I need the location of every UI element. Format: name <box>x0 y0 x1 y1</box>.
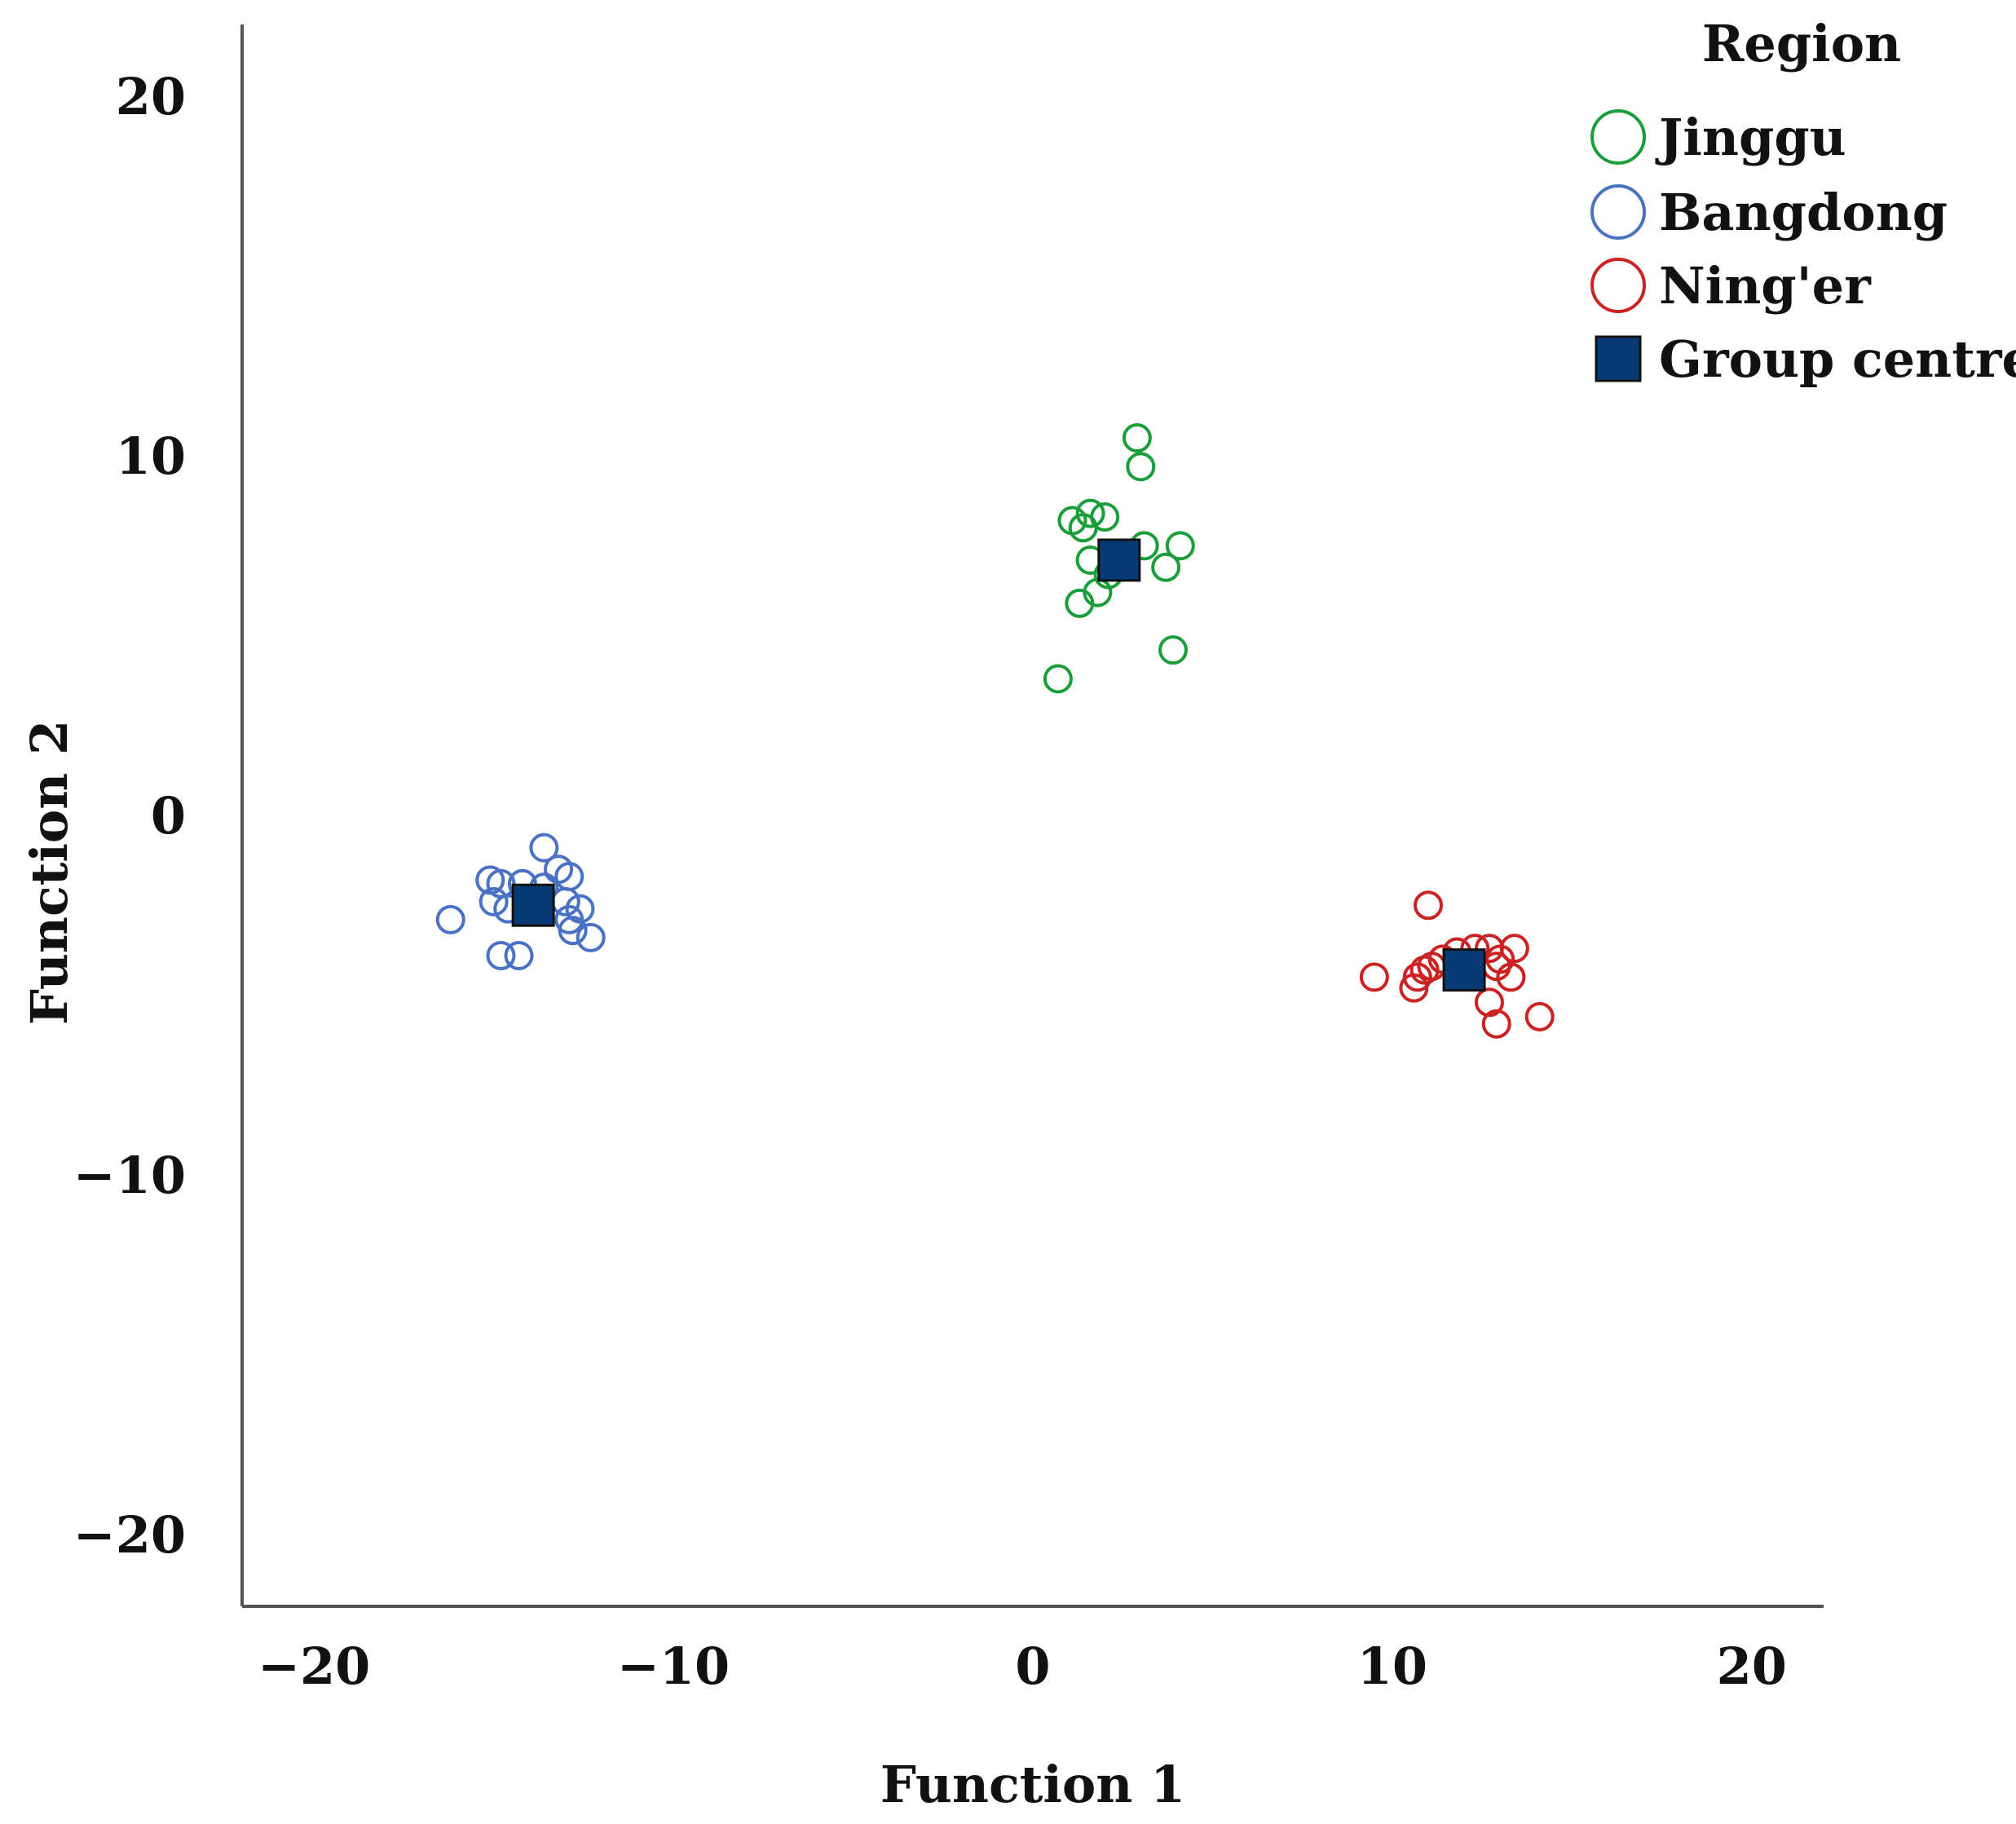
point-ning-er <box>1481 1009 1511 1039</box>
point-jinggu <box>1151 552 1181 582</box>
legend-label-jinggu: Jinggu <box>1655 108 1846 167</box>
group-centre-ning-er <box>1442 948 1486 992</box>
legend-swatch-group-centre <box>1595 335 1642 382</box>
y-tick-label: −10 <box>73 1146 186 1205</box>
group-centre-bangdong <box>511 883 555 927</box>
x-tick-label: 10 <box>1357 1636 1427 1696</box>
point-jinggu <box>1122 423 1152 453</box>
point-ning-er <box>1524 1001 1555 1031</box>
point-ning-er <box>1496 962 1526 992</box>
legend-label-ning-er: Ning'er <box>1659 256 1872 316</box>
point-ning-er <box>1399 973 1429 1003</box>
x-tick-label: −10 <box>617 1636 730 1696</box>
y-tick-label: 0 <box>151 786 186 846</box>
point-ning-er <box>1474 987 1504 1018</box>
point-bangdong <box>529 833 559 863</box>
legend-label-group-centre: Group centre <box>1659 329 2016 389</box>
point-jinggu <box>1158 635 1188 665</box>
x-tick-labels: −20 −10 0 10 20 <box>258 1636 1787 1696</box>
group-centres <box>511 538 1486 992</box>
legend-swatch-jinggu <box>1590 109 1646 165</box>
point-jinggu <box>1065 588 1095 618</box>
y-tick-label: 20 <box>116 67 186 126</box>
point-bangdong <box>435 904 465 934</box>
legend-label-bangdong: Bangdong <box>1659 183 1948 242</box>
group-centre-jinggu <box>1097 538 1141 582</box>
point-jinggu <box>1068 513 1098 543</box>
x-tick-label: 0 <box>1015 1636 1050 1696</box>
legend-swatch-ning-er <box>1590 258 1646 313</box>
point-jinggu <box>1165 531 1195 561</box>
legend-title: Region <box>1702 14 1901 73</box>
y-tick-labels: 20 10 0 −10 −20 <box>73 67 186 1565</box>
y-axis-title: Function 2 <box>20 720 79 1025</box>
point-bangdong <box>558 916 588 946</box>
point-bangdong <box>479 886 509 916</box>
x-tick-label: 20 <box>1717 1636 1787 1696</box>
legend: Region Jinggu Bangdong Ning'er Group centre <box>1590 14 2016 389</box>
legend-swatch-bangdong <box>1590 184 1646 240</box>
point-bangdong <box>576 922 606 952</box>
point-ning-er <box>1414 890 1443 921</box>
point-bangdong <box>486 940 516 970</box>
x-axis-title: Function 1 <box>880 1755 1185 1814</box>
point-bangdong <box>565 894 595 924</box>
point-bangdong <box>504 940 534 970</box>
x-tick-label: −20 <box>258 1636 370 1696</box>
point-jinggu <box>1126 452 1156 482</box>
data-points <box>435 423 1555 1039</box>
point-jinggu <box>1075 498 1105 528</box>
axes <box>240 24 1824 1608</box>
point-jinggu <box>1043 664 1073 694</box>
y-tick-label: −20 <box>73 1505 186 1565</box>
y-tick-label: 10 <box>116 426 186 486</box>
point-ning-er <box>1359 962 1389 992</box>
